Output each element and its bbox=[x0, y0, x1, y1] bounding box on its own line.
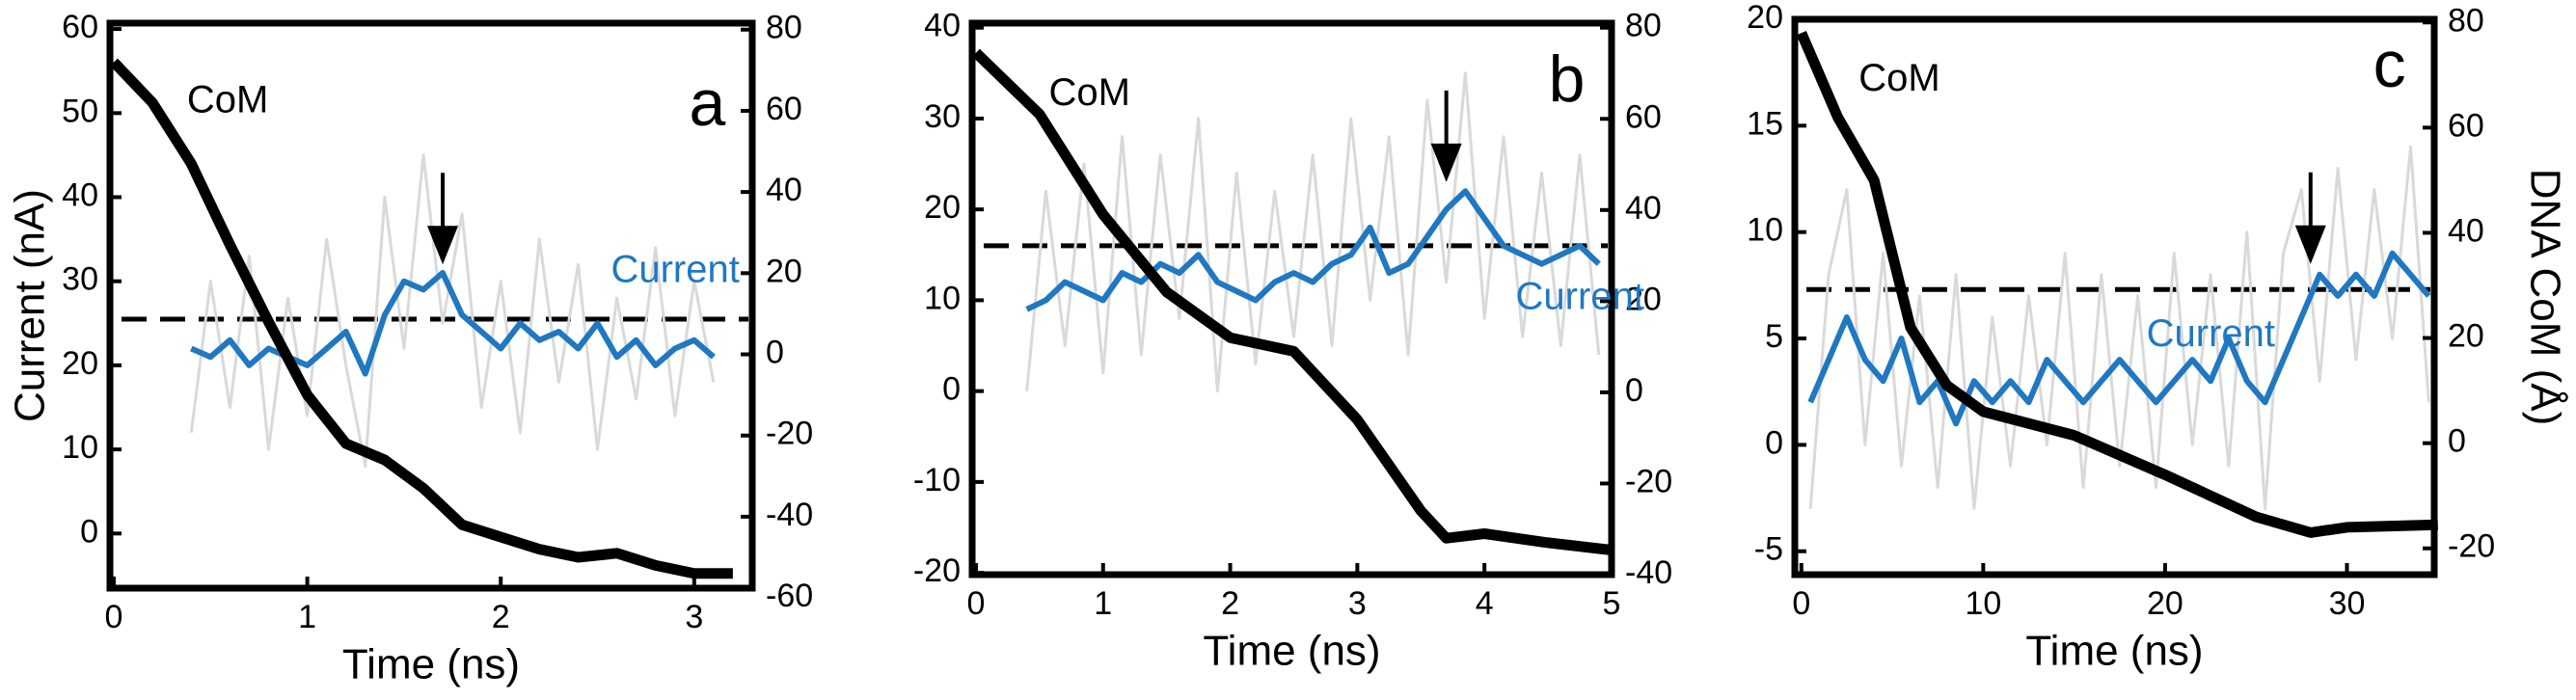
series-line bbox=[972, 48, 1613, 555]
x-tick-label: 0 bbox=[966, 585, 985, 622]
plot-frame bbox=[1791, 15, 2438, 579]
x-tick-label: 1 bbox=[1094, 585, 1112, 622]
raw-series-line bbox=[1808, 145, 2430, 511]
y2-tick-label: -60 bbox=[766, 578, 813, 614]
x-tick-label: 1 bbox=[298, 599, 316, 635]
x-tick-label: 0 bbox=[1792, 585, 1810, 622]
series-line bbox=[190, 270, 716, 377]
y2-tick-label: 80 bbox=[1625, 8, 1662, 44]
y2-tick-label: 0 bbox=[1625, 372, 1643, 409]
y-tick-label: 10 bbox=[1747, 212, 1783, 249]
x-tick-label: 3 bbox=[685, 599, 703, 635]
arrow-head bbox=[1430, 143, 1462, 182]
x-tick-label: 10 bbox=[1965, 585, 2001, 622]
y-tick-label: 15 bbox=[1747, 105, 1783, 142]
x-axis-label: Time (ns) bbox=[342, 641, 520, 688]
y-tick-label: 10 bbox=[924, 280, 961, 316]
y2-tick-label: 20 bbox=[1625, 281, 1662, 317]
y-tick-label: 20 bbox=[924, 189, 961, 226]
y2-tick-label: 60 bbox=[2448, 107, 2484, 144]
arrow-head bbox=[427, 226, 459, 265]
y2-axis-label: DNA CoM (Å) bbox=[2521, 169, 2568, 425]
y-tick-label: -20 bbox=[913, 552, 961, 589]
x-axis-label: Time (ns) bbox=[2025, 628, 2203, 675]
y-tick-label: 40 bbox=[924, 8, 961, 44]
y2-tick-label: 60 bbox=[1625, 98, 1662, 135]
raw-series-line bbox=[1025, 71, 1601, 393]
series-label: Current bbox=[610, 248, 739, 290]
y-tick-label: 0 bbox=[942, 371, 961, 408]
y2-tick-label: 20 bbox=[2448, 318, 2484, 355]
y-axis-label: Current (nA) bbox=[7, 189, 54, 422]
y2-tick-label: 0 bbox=[2448, 423, 2466, 460]
panel-letter: c bbox=[2373, 28, 2406, 101]
series-label: Current bbox=[2147, 312, 2275, 355]
panel-letter: a bbox=[689, 67, 725, 140]
series-label: CoM bbox=[1049, 71, 1130, 114]
y-tick-label: 30 bbox=[924, 98, 961, 135]
x-tick-label: 5 bbox=[1603, 585, 1621, 622]
arrow-head bbox=[2294, 225, 2326, 264]
series-label: CoM bbox=[187, 79, 268, 121]
y2-tick-label: 40 bbox=[766, 172, 802, 208]
series-line bbox=[1807, 250, 2431, 427]
y2-tick-label: -20 bbox=[1625, 463, 1672, 499]
x-tick-label: 2 bbox=[1221, 585, 1239, 622]
y-tick-label: -10 bbox=[913, 462, 961, 498]
series-line bbox=[1796, 31, 2438, 538]
x-tick-label: 30 bbox=[2329, 585, 2366, 622]
y2-tick-label: 80 bbox=[2448, 2, 2484, 39]
x-tick-label: 0 bbox=[105, 599, 123, 635]
y-tick-label: 60 bbox=[62, 9, 98, 45]
series-label: Current bbox=[1516, 276, 1644, 318]
y2-tick-label: -40 bbox=[1625, 554, 1672, 591]
y-tick-label: 5 bbox=[1765, 318, 1783, 355]
y-tick-label: 40 bbox=[62, 176, 98, 213]
y2-tick-label: 40 bbox=[1625, 190, 1662, 227]
series-line bbox=[1025, 188, 1601, 312]
y2-tick-label: 60 bbox=[766, 91, 802, 127]
x-tick-label: 3 bbox=[1348, 585, 1367, 622]
y-tick-label: 20 bbox=[62, 345, 98, 382]
y2-tick-label: 20 bbox=[766, 253, 802, 289]
y2-tick-label: -20 bbox=[2448, 528, 2495, 565]
y-tick-label: 10 bbox=[62, 429, 98, 466]
y-tick-label: 20 bbox=[1747, 0, 1783, 36]
raw-series-line bbox=[189, 153, 716, 469]
series-line bbox=[110, 58, 733, 579]
plot-frame bbox=[106, 19, 756, 592]
y-tick-label: 0 bbox=[1765, 424, 1783, 461]
y-tick-label: 0 bbox=[80, 513, 98, 550]
x-tick-label: 4 bbox=[1476, 585, 1494, 622]
x-tick-label: 2 bbox=[492, 599, 510, 635]
y2-tick-label: 40 bbox=[2448, 212, 2484, 249]
x-tick-label: 20 bbox=[2147, 585, 2183, 622]
y2-tick-label: -20 bbox=[766, 416, 813, 452]
y2-tick-label: 0 bbox=[766, 335, 784, 371]
y-tick-label: 30 bbox=[62, 261, 98, 298]
y2-tick-label: -40 bbox=[766, 497, 813, 533]
y-tick-label: 50 bbox=[62, 93, 98, 129]
y2-tick-label: 80 bbox=[766, 10, 802, 46]
series-label: CoM bbox=[1858, 57, 1939, 99]
y-tick-label: -5 bbox=[1754, 531, 1783, 568]
x-axis-label: Time (ns) bbox=[1203, 628, 1380, 675]
panel-letter: b bbox=[1549, 42, 1586, 116]
